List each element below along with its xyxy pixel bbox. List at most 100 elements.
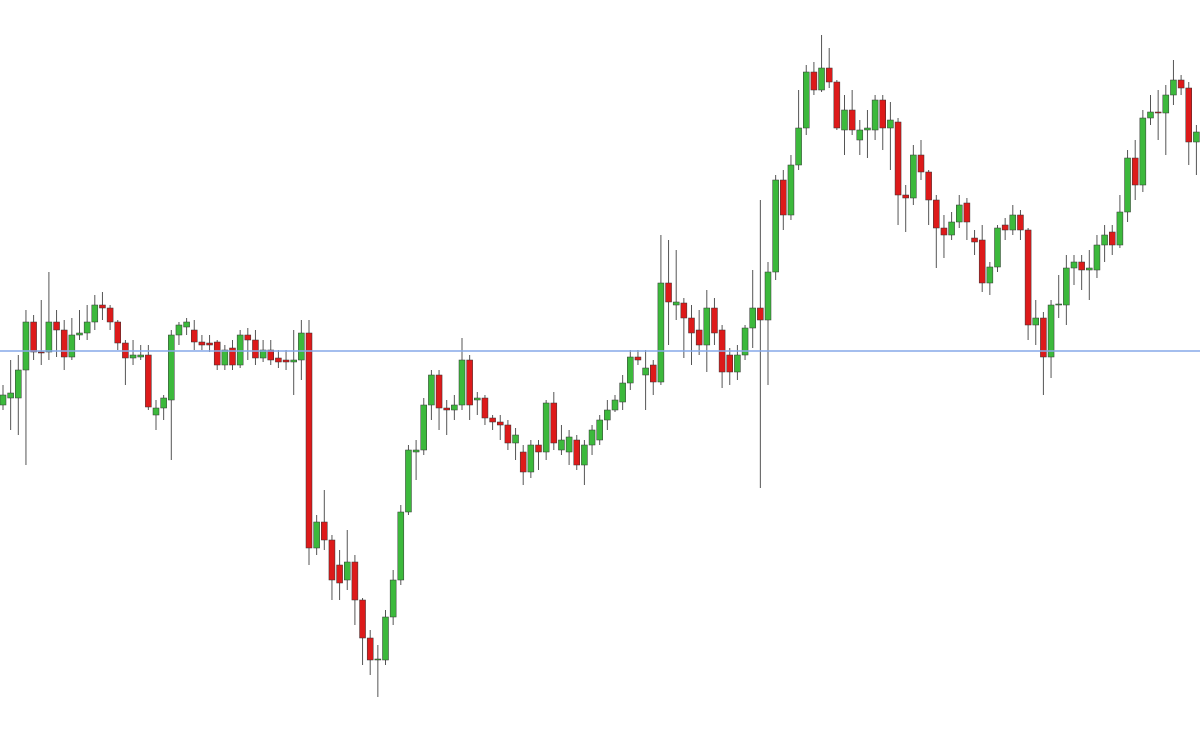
candle-body xyxy=(573,439,580,466)
candle-body xyxy=(336,564,343,584)
candle-body xyxy=(1147,111,1154,119)
candle-body xyxy=(175,324,183,336)
candle-body xyxy=(512,434,519,444)
candle-body xyxy=(1109,231,1116,246)
candle-body xyxy=(1116,211,1124,246)
candle-body xyxy=(321,521,328,541)
candle-body xyxy=(894,121,902,196)
candle-body xyxy=(152,407,160,416)
candle-body xyxy=(657,282,665,383)
candle-body xyxy=(382,616,389,661)
candle-body xyxy=(902,194,909,199)
candle-body xyxy=(642,367,649,376)
candle-body xyxy=(764,271,772,321)
candle-body xyxy=(91,304,99,323)
candle-body xyxy=(1093,244,1101,271)
candle-body xyxy=(15,369,22,399)
candle-body xyxy=(0,394,7,406)
candle-body xyxy=(948,221,955,236)
candle-body xyxy=(443,407,450,411)
candle-body xyxy=(978,239,986,284)
candle-body xyxy=(627,356,634,384)
candle-body xyxy=(1040,317,1047,358)
candle-body xyxy=(1170,79,1177,96)
candle-body xyxy=(191,329,198,343)
candle-body xyxy=(963,202,971,223)
candle-body xyxy=(221,349,229,366)
candle-body xyxy=(412,449,420,453)
candle-body xyxy=(267,349,274,361)
candle-body xyxy=(435,374,443,409)
candle-body xyxy=(527,444,535,473)
candle-body xyxy=(940,227,948,236)
candle-body xyxy=(565,436,573,453)
candle-body xyxy=(688,317,695,334)
candle-body xyxy=(1177,79,1185,89)
candle-body xyxy=(519,451,527,473)
candle-body xyxy=(596,419,603,441)
candle-body xyxy=(933,199,940,229)
candle-body xyxy=(160,397,167,409)
candle-body xyxy=(1024,229,1032,326)
candle-body xyxy=(60,329,68,358)
candle-body xyxy=(619,382,626,403)
candle-body xyxy=(726,354,733,373)
candle-body xyxy=(1078,261,1085,271)
candle-body xyxy=(650,364,657,383)
candle-body xyxy=(672,301,680,306)
candle-body xyxy=(313,521,320,549)
candle-body xyxy=(986,266,994,284)
candle-body xyxy=(298,332,305,361)
candle-body xyxy=(803,71,810,129)
candle-body xyxy=(611,399,619,411)
candle-body xyxy=(22,321,30,371)
candle-body xyxy=(1055,303,1062,306)
candle-body xyxy=(38,351,45,354)
candle-body xyxy=(420,404,427,451)
candle-body xyxy=(887,119,894,129)
candle-body xyxy=(711,307,718,334)
candle-body xyxy=(76,332,83,336)
candle-body xyxy=(825,67,833,83)
candle-body xyxy=(489,417,496,423)
candle-body xyxy=(236,334,244,366)
candle-body xyxy=(504,424,512,444)
candle-body xyxy=(1063,267,1070,306)
candle-body xyxy=(741,327,749,356)
candle-body xyxy=(244,334,252,341)
candle-body xyxy=(275,357,282,363)
candle-body xyxy=(604,409,611,421)
candle-body xyxy=(1101,234,1108,246)
candle-body xyxy=(665,282,672,303)
candle-body xyxy=(1070,261,1078,269)
candle-body xyxy=(30,321,37,353)
candle-body xyxy=(1032,317,1039,326)
candle-body xyxy=(787,164,795,216)
candle-body xyxy=(290,359,297,363)
candle-body xyxy=(389,579,397,618)
candle-body xyxy=(68,334,76,358)
candle-body xyxy=(366,637,374,661)
candle-body xyxy=(680,302,688,319)
candle-body xyxy=(864,127,871,131)
candle-body xyxy=(1193,131,1200,143)
candle-body xyxy=(229,347,236,366)
candle-body xyxy=(535,444,542,453)
candle-body xyxy=(206,342,213,346)
candle-body xyxy=(871,99,879,131)
candle-body xyxy=(405,449,412,513)
candle-body xyxy=(145,354,152,408)
candle-body xyxy=(481,397,489,419)
candle-body xyxy=(374,658,382,661)
candle-body xyxy=(917,154,925,173)
candle-body xyxy=(588,429,596,446)
candle-body xyxy=(114,321,121,344)
candle-body xyxy=(856,129,864,141)
candle-body xyxy=(695,329,703,346)
candle-body xyxy=(305,332,313,549)
candle-body xyxy=(183,321,190,328)
candle-body xyxy=(451,404,458,411)
candle-body xyxy=(328,539,336,581)
candle-body xyxy=(474,397,481,401)
